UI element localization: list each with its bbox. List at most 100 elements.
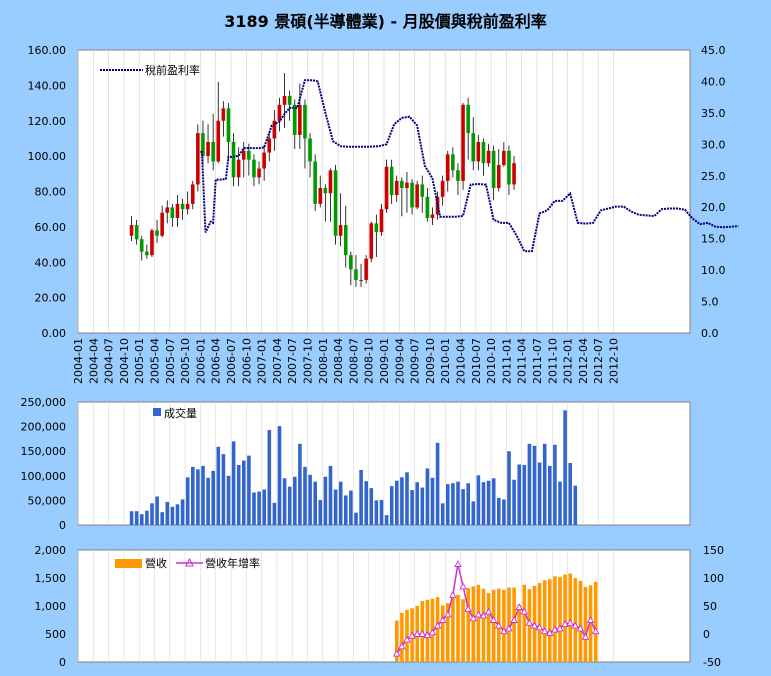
growth-point: [428, 628, 437, 636]
volume-bar: [430, 477, 435, 525]
revenue-tick-label: 1,500: [35, 572, 67, 585]
price-x-tick-label: 2012-07: [592, 338, 605, 384]
price-x-tick-label: 2009-04: [393, 338, 406, 384]
candle-body: [231, 141, 236, 178]
candle-body: [236, 159, 241, 178]
volume-bar: [247, 455, 251, 525]
volume-tick-label: 100,000: [21, 470, 67, 483]
volume-bar: [451, 483, 455, 525]
price-right-tick-label: 15.0: [701, 233, 726, 246]
candle-body: [247, 150, 251, 160]
revenue-bar: [537, 583, 542, 662]
growth-point: [581, 632, 590, 640]
volume-bar: [267, 430, 272, 525]
candle-body: [502, 150, 506, 165]
candle-body: [471, 133, 476, 162]
candle-body: [349, 255, 353, 270]
candle-body: [405, 182, 409, 188]
revenue-bar: [486, 593, 491, 662]
candle-body: [134, 225, 139, 240]
candle-body: [415, 184, 419, 208]
revenue-bar: [502, 589, 506, 662]
growth-point: [398, 642, 406, 650]
revenue-legend: 營收 營收年增率: [115, 556, 260, 570]
volume-bar: [211, 470, 215, 525]
volume-bar: [252, 492, 256, 525]
volume-bar: [440, 503, 445, 525]
growth-point: [479, 611, 488, 619]
price-x-tick-label: 2005-10: [179, 338, 192, 384]
candle-body: [512, 163, 516, 185]
price-x-tick-label: 2007-07: [286, 338, 299, 384]
volume-bar: [486, 480, 491, 525]
price-x-tick-label: 2006-04: [210, 338, 223, 384]
growth-point: [423, 631, 432, 639]
candle-body: [257, 168, 261, 178]
candle-body: [170, 207, 175, 219]
price-left-tick-label: 40.00: [35, 256, 67, 269]
revenue-bar: [461, 599, 465, 662]
volume-bar: [425, 468, 430, 525]
candle-body: [389, 166, 394, 196]
growth-point: [413, 630, 421, 637]
candle-body: [298, 104, 302, 135]
price-right-tick-label: 20.0: [701, 201, 726, 214]
growth-point: [484, 607, 493, 615]
candle-body: [456, 170, 460, 181]
volume-bar: [466, 483, 470, 525]
volume-bar: [191, 466, 195, 525]
revenue-legend-label: 營收: [145, 556, 167, 570]
volume-bar: [537, 462, 542, 525]
volume-bar: [410, 490, 414, 525]
growth-point: [556, 624, 564, 632]
revenue-bar: [558, 576, 562, 662]
growth-point: [500, 627, 508, 635]
volume-bar: [242, 460, 246, 525]
growth-point: [454, 560, 462, 567]
growth-tick-label: 50: [703, 600, 717, 613]
candle-body: [196, 133, 200, 185]
volume-bar: [548, 465, 552, 525]
volume-bar: [201, 465, 205, 525]
revenue-bar: [568, 573, 572, 662]
volume-bar: [384, 515, 389, 525]
volume-bar: [140, 514, 144, 525]
volume-bar: [257, 491, 261, 525]
growth-point: [576, 624, 585, 632]
revenue-bar: [563, 574, 567, 662]
volume-bar: [558, 481, 562, 525]
volume-bar: [420, 487, 425, 525]
revenue-bar: [593, 581, 598, 662]
volume-bar: [481, 482, 486, 525]
revenue-bar: [456, 594, 460, 662]
growth-point: [433, 621, 442, 629]
growth-series: [392, 560, 600, 657]
volume-bar: [282, 478, 287, 525]
volume-bar: [206, 477, 210, 525]
price-x-tick-label: 2006-01: [194, 338, 207, 384]
volume-legend-swatch: [153, 408, 161, 416]
volume-tick-label: 50,000: [28, 494, 67, 507]
volume-bar: [262, 489, 266, 525]
price-x-tick-label: 2004-04: [87, 338, 100, 384]
candle-body: [129, 225, 134, 236]
volume-bar: [338, 481, 343, 525]
growth-point: [530, 621, 539, 629]
price-right-tick-label: 10.0: [701, 264, 726, 277]
growth-point: [510, 616, 518, 623]
revenue-bar: [553, 576, 557, 662]
growth-point: [566, 618, 574, 626]
price-x-tick-label: 2005-07: [164, 338, 177, 384]
revenue-bar: [578, 580, 583, 662]
growth-point: [591, 627, 600, 635]
revenue-bar: [573, 578, 578, 662]
growth-right-axis: -50 0 50 100 150: [703, 544, 724, 669]
volume-bar: [333, 489, 338, 525]
volume-bar: [512, 479, 516, 525]
volume-bar: [395, 480, 399, 525]
candle-body: [272, 120, 277, 139]
revenue-bar: [451, 592, 455, 662]
volume-bar: [226, 475, 231, 525]
price-x-tick-label: 2004-10: [118, 338, 131, 384]
price-gridlines: [77, 50, 614, 333]
